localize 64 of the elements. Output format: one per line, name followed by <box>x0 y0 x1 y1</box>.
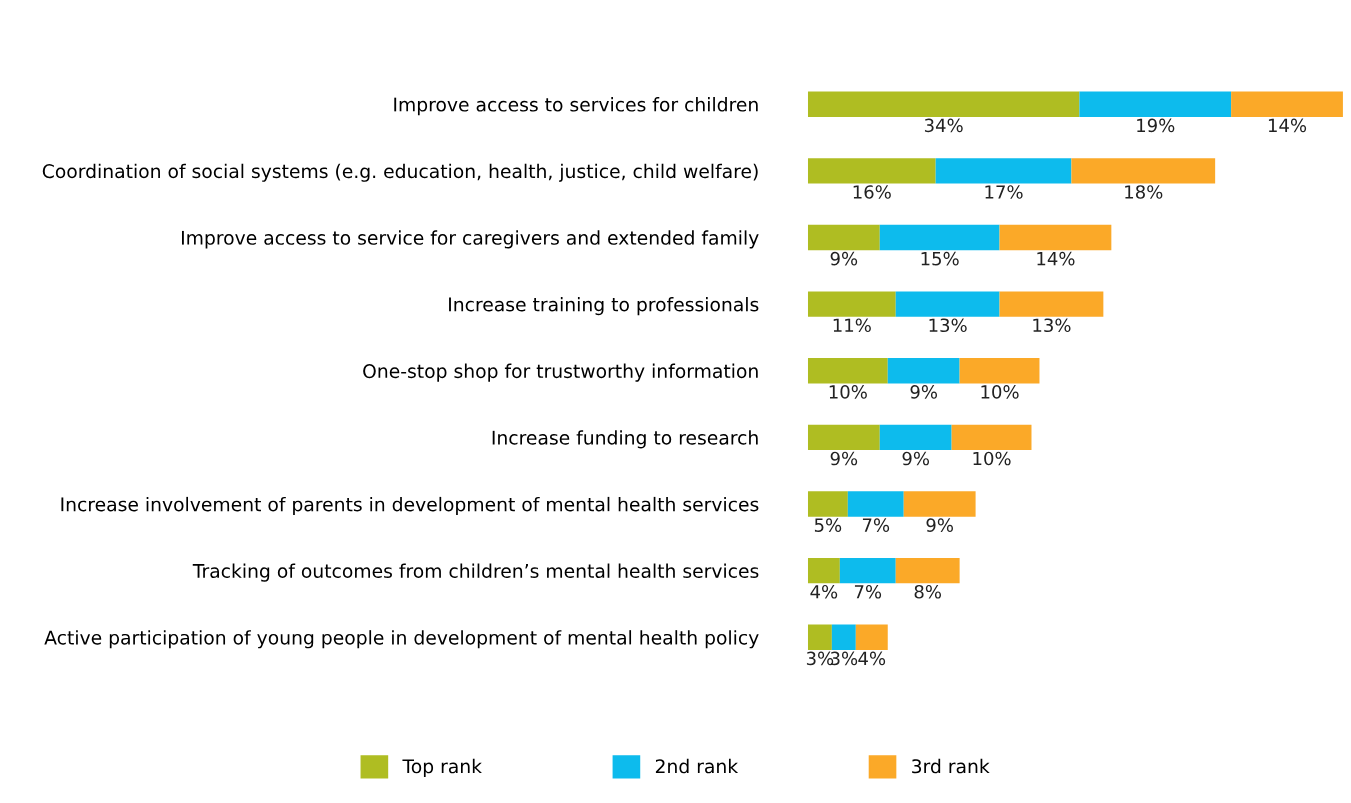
data-label: 4% <box>858 651 886 666</box>
bar <box>807 491 848 517</box>
data-label: 9% <box>902 451 930 466</box>
data-label: 7% <box>854 584 882 599</box>
bar <box>855 624 888 650</box>
bar <box>807 424 880 451</box>
bar <box>807 158 936 184</box>
data-label: 13% <box>929 318 967 333</box>
bar <box>847 491 904 517</box>
data-label: 10% <box>973 451 1011 466</box>
data-label: 13% <box>1033 318 1071 333</box>
y-tick-label: Active participation of young people in development of mental health policy <box>44 630 759 649</box>
bar <box>807 624 832 650</box>
data-label: 9% <box>910 385 938 399</box>
legend-label: 2nd rank <box>655 758 739 774</box>
bar <box>935 158 1072 184</box>
y-tick-label: Increase funding to research <box>492 430 758 449</box>
bar <box>839 557 896 584</box>
bar <box>879 424 952 451</box>
data-label: 19% <box>1137 118 1175 133</box>
bar <box>951 424 1032 451</box>
legend-label: Top rank <box>402 758 482 777</box>
bar <box>807 291 896 317</box>
bar <box>895 557 960 584</box>
y-tick-label: One-stop shop for trustworthy information <box>363 363 758 382</box>
data-label: 16% <box>853 185 891 199</box>
data-label: 7% <box>862 518 890 532</box>
data-label: 9% <box>830 251 858 266</box>
bar <box>999 291 1104 317</box>
data-label: 4% <box>810 584 838 599</box>
bar <box>807 91 1080 117</box>
data-label: 18% <box>1125 185 1163 199</box>
bar <box>959 358 1040 384</box>
data-label: 14% <box>1268 118 1307 133</box>
bar <box>887 358 960 384</box>
data-label: 5% <box>814 518 842 532</box>
y-tick-label: Increase involvement of parents in development of mental health services <box>61 496 759 516</box>
bar <box>807 358 888 384</box>
data-label: 10% <box>981 385 1019 399</box>
bar <box>1079 91 1232 117</box>
data-label: 11% <box>833 318 871 333</box>
y-tick-label: Tracking of outcomes from children’s mental health services <box>192 563 759 582</box>
data-label: 34% <box>924 118 963 133</box>
legend-label: 3rd rank <box>912 758 990 774</box>
data-label: 8% <box>914 584 941 599</box>
data-label: 14% <box>1037 251 1075 266</box>
y-tick-label: Improve access to services for children <box>394 97 758 116</box>
data-label: 17% <box>985 185 1023 199</box>
bar <box>1071 158 1216 184</box>
bar <box>903 491 976 517</box>
data-label: 10% <box>829 385 867 399</box>
bar <box>999 224 1112 251</box>
data-label: 15% <box>921 251 959 266</box>
data-label: 9% <box>830 451 858 466</box>
bar <box>807 224 880 251</box>
data-label: 9% <box>926 518 953 532</box>
bar <box>807 557 840 584</box>
bar <box>895 291 1000 317</box>
bar <box>879 224 1000 251</box>
y-tick-label: Coordination of social systems (e.g. education, health, justice, child welfare) <box>42 163 758 182</box>
bar <box>831 624 856 650</box>
y-tick-label: Improve access to service for caregivers and extended family <box>182 230 759 249</box>
bar <box>1231 91 1343 117</box>
y-tick-label: Increase training to professionals <box>449 296 759 316</box>
